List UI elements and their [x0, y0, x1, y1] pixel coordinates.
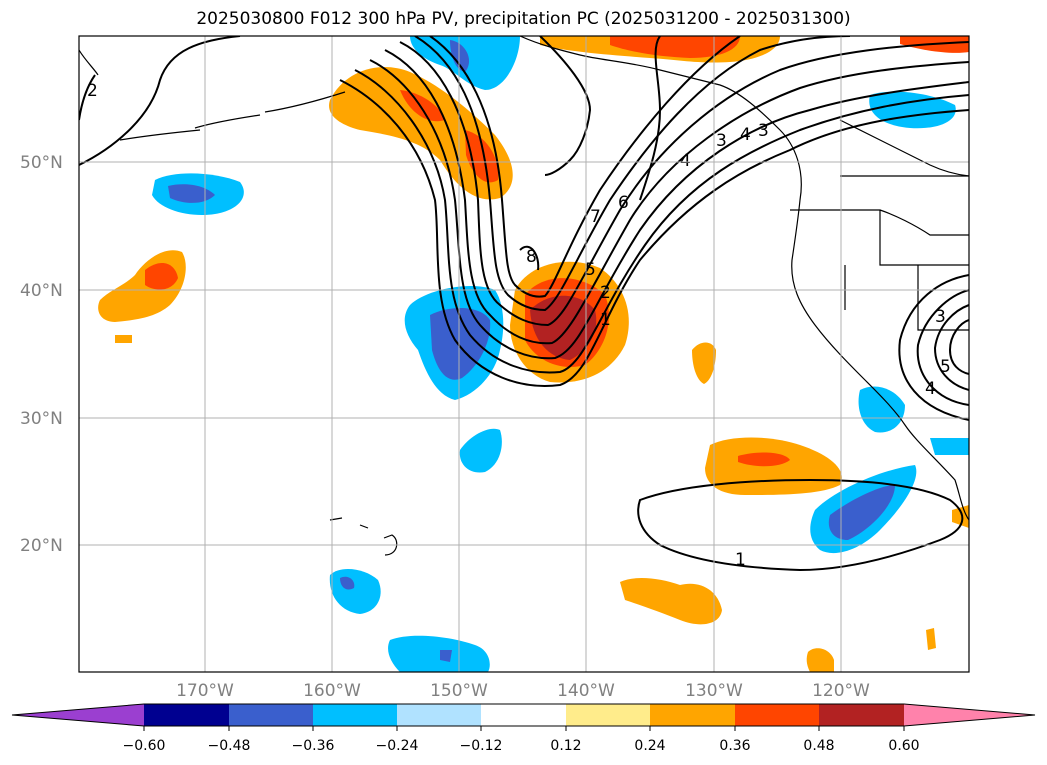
colorbar-segment — [229, 704, 313, 726]
colorbar-segment — [481, 704, 566, 726]
lon-label: 130°W — [685, 681, 743, 701]
colorbar-segment — [819, 704, 904, 726]
pv-label: 2 — [87, 81, 98, 101]
lat-label: 30°N — [20, 409, 63, 429]
colorbar-ticks — [143, 726, 905, 731]
colorbar-tick-label: −0.36 — [292, 738, 335, 754]
pv-label: 7 — [590, 207, 601, 227]
colorbar-tick-label: −0.12 — [460, 738, 503, 754]
colorbar-high-extend — [904, 704, 1035, 726]
pv-label: 1 — [600, 310, 611, 330]
pv-label: 5 — [940, 357, 951, 377]
colorbar-segment — [650, 704, 735, 726]
lat-label: 50°N — [20, 153, 63, 173]
longitude-labels: 170°W 160°W 150°W 140°W 130°W 120°W — [176, 681, 870, 701]
map-title: 2025030800 F012 300 hPa PV, precipitatio… — [196, 9, 851, 29]
colorbar: −0.60 −0.48 −0.36 −0.24 −0.12 0.12 0.24 … — [11, 703, 1036, 754]
colorbar-tick-labels: −0.60 −0.48 −0.36 −0.24 −0.12 0.12 0.24 … — [123, 738, 920, 754]
colorbar-tick-label: 0.12 — [550, 738, 581, 754]
pv-label: 8 — [526, 247, 537, 267]
lat-label: 20°N — [20, 536, 63, 556]
lon-label: 170°W — [176, 681, 234, 701]
pv-contour-labels: 2 8 7 6 5 4 3 2 1 4 3 3 4 5 1 — [87, 81, 951, 570]
pv-label: 1 — [735, 550, 746, 570]
colorbar-tick-label: −0.48 — [208, 738, 251, 754]
colorbar-tick-label: 0.60 — [888, 738, 919, 754]
lat-label: 40°N — [20, 281, 63, 301]
colorbar-tick-label: −0.60 — [123, 738, 166, 754]
colorbar-segment — [144, 704, 229, 726]
map-area: 2 8 7 6 5 4 3 2 1 4 3 3 4 5 1 — [79, 36, 969, 672]
pv-label: 3 — [758, 121, 769, 141]
latitude-labels: 50°N 40°N 30°N 20°N — [20, 153, 63, 556]
map-frame — [78, 35, 970, 673]
colorbar-segment — [735, 704, 819, 726]
colorbar-tick-label: 0.36 — [719, 738, 750, 754]
pv-label: 3 — [716, 131, 727, 151]
pv-label: 2 — [600, 283, 611, 303]
pv-label: 4 — [740, 125, 751, 145]
colorbar-tick-label: −0.24 — [376, 738, 419, 754]
pv-label: 4 — [680, 151, 691, 171]
colorbar-segment — [313, 704, 397, 726]
lon-label: 150°W — [430, 681, 488, 701]
lon-label: 120°W — [812, 681, 870, 701]
pv-label: 5 — [585, 260, 596, 280]
colorbar-tick-label: 0.48 — [803, 738, 834, 754]
precip-shading — [98, 36, 969, 672]
colorbar-tick-label: 0.24 — [634, 738, 665, 754]
colorbar-segment — [397, 704, 481, 726]
lon-label: 140°W — [557, 681, 615, 701]
pv-label: 4 — [925, 379, 936, 399]
colorbar-low-extend — [12, 704, 144, 726]
colorbar-segment — [566, 704, 650, 726]
lon-label: 160°W — [303, 681, 361, 701]
pv-label: 3 — [935, 307, 946, 327]
pv-label: 6 — [618, 193, 629, 213]
gridlines — [79, 36, 969, 672]
coastlines — [79, 36, 969, 556]
